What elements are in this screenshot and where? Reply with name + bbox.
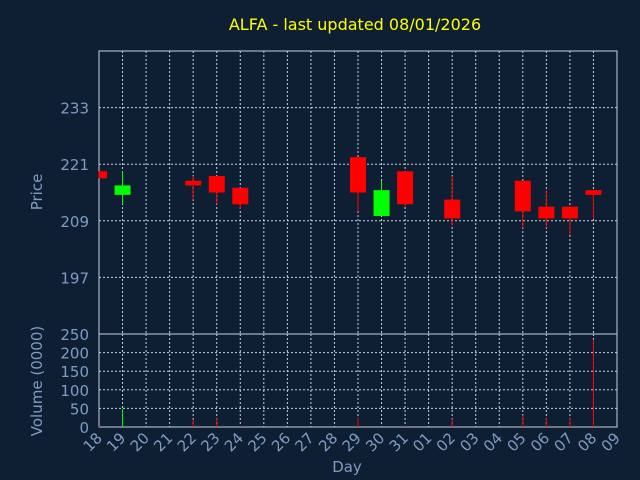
candle-body [208,175,225,193]
candle [585,190,602,219]
candle [185,175,202,200]
candle [397,171,414,207]
candle [373,180,390,217]
candle-body [585,190,602,195]
price-tick-label: 197 [60,269,89,287]
candle-body [373,190,390,217]
candle-body [444,199,461,219]
candle [98,171,107,179]
volume-tick-label: 0 [79,419,89,437]
candle-body [114,185,131,195]
price-axis-label: Price [28,174,46,211]
candle [538,190,555,228]
candle-body [99,171,107,179]
candle-body [232,187,249,205]
candle [514,180,531,228]
volume-axis-label: Volume (0000) [28,326,46,436]
candle-body [514,180,531,212]
volume-tick-label: 150 [60,363,89,381]
volume-series [98,339,594,427]
candle [232,187,249,210]
price-tick-labels: 197 209 221 233 [60,100,89,288]
candle-body [538,206,555,219]
volume-tick-label: 100 [60,382,89,400]
candle [114,171,131,205]
x-axis-label: Day [332,458,362,476]
price-tick-label: 209 [60,213,89,231]
chart-title: ALFA - last updated 08/01/2026 [229,15,481,34]
candle-body [185,180,202,186]
candle [444,175,461,226]
price-tick-label: 221 [60,156,89,174]
volume-tick-label: 50 [70,400,89,418]
candle [208,175,225,205]
candle-body [397,171,414,205]
candle [561,206,578,235]
volume-tick-label: 200 [60,345,89,363]
candle-body [350,157,366,193]
candlestick-series [98,157,602,235]
x-tick-labels: 1819202122232425262728293031010203040506… [80,429,624,455]
candle-body [561,206,578,219]
candle [350,157,366,212]
volume-tick-label: 250 [60,326,89,344]
price-tick-label: 233 [60,100,89,118]
